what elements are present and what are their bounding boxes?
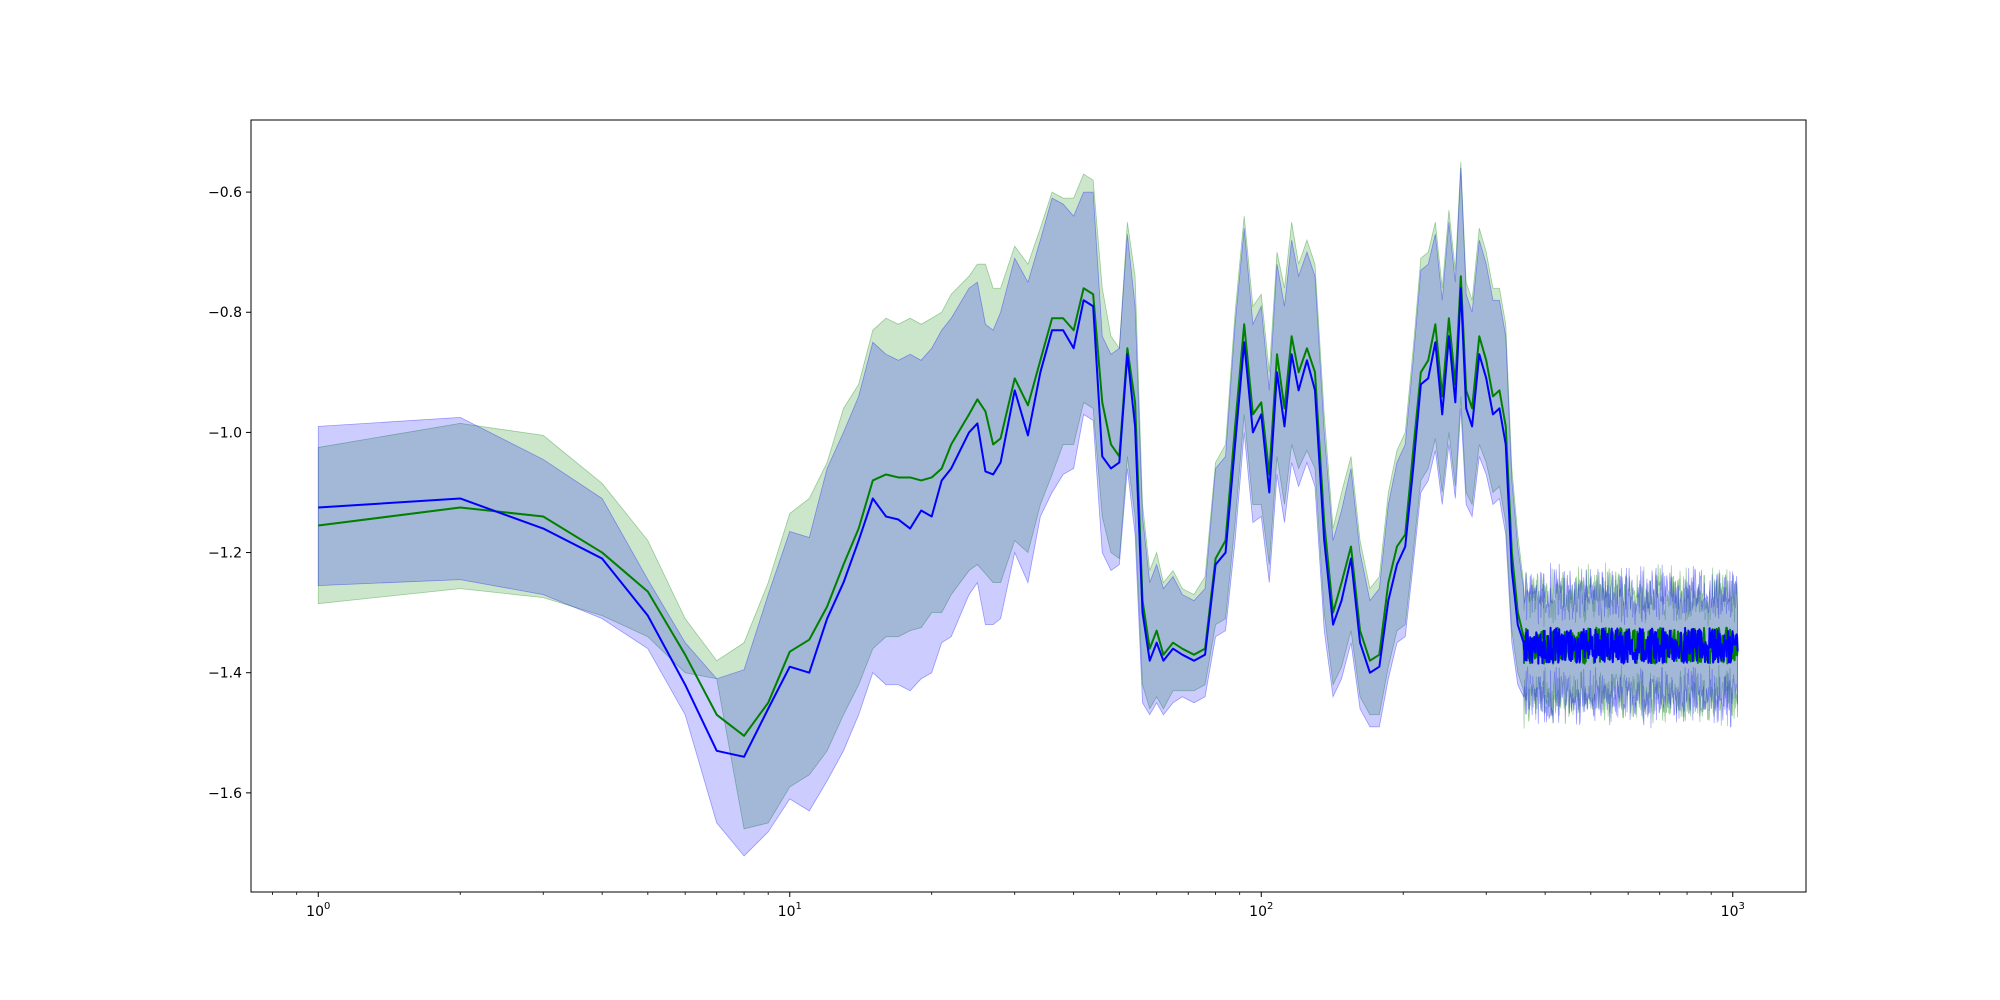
y-tick-label: −1.2 (208, 546, 242, 562)
y-tick-label: −1.0 (208, 425, 242, 441)
y-axis: −0.6 −0.8 −1.0 −1.2 −1.4 −1.6 (208, 185, 251, 802)
x-tick-label: 103 (1721, 901, 1745, 920)
x-tick-label: 102 (1249, 901, 1273, 920)
y-tick-label: −0.8 (208, 305, 242, 321)
confidence-band-0 (317, 162, 1739, 830)
y-tick-label: −1.6 (208, 786, 242, 802)
y-tick-label: −0.6 (208, 185, 242, 201)
x-axis: 100 101 102 103 (272, 892, 1745, 920)
confidence-band-1 (317, 168, 1739, 857)
series-line-1 (318, 287, 1739, 758)
plot-content (317, 162, 1739, 857)
y-tick-label: −1.4 (208, 666, 242, 682)
x-tick-label: 101 (778, 901, 802, 920)
x-tick-label: 100 (306, 901, 330, 920)
plot-frame (250, 119, 1807, 893)
